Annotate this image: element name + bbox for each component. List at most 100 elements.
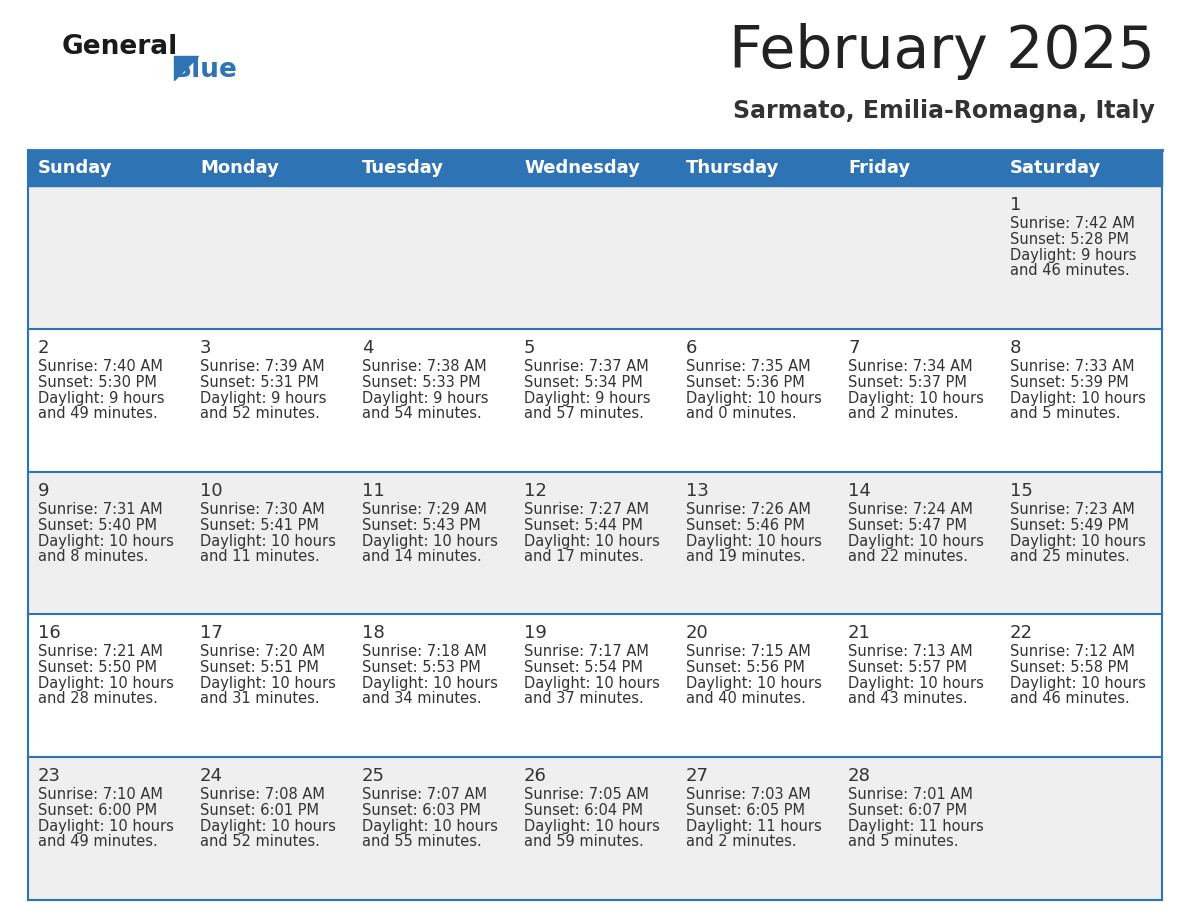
Text: Sunset: 5:57 PM: Sunset: 5:57 PM: [848, 660, 967, 676]
Text: Daylight: 10 hours: Daylight: 10 hours: [848, 677, 984, 691]
Text: Sunset: 5:34 PM: Sunset: 5:34 PM: [524, 375, 643, 390]
Text: 11: 11: [362, 482, 385, 499]
Text: 4: 4: [362, 339, 373, 357]
Text: Friday: Friday: [848, 159, 910, 177]
Text: Daylight: 10 hours: Daylight: 10 hours: [1010, 533, 1146, 549]
Text: Daylight: 10 hours: Daylight: 10 hours: [1010, 391, 1146, 406]
Text: 18: 18: [362, 624, 385, 643]
Text: Daylight: 10 hours: Daylight: 10 hours: [685, 533, 822, 549]
Text: Daylight: 10 hours: Daylight: 10 hours: [38, 819, 173, 834]
Text: 20: 20: [685, 624, 709, 643]
Text: Sunday: Sunday: [38, 159, 113, 177]
Text: 23: 23: [38, 767, 61, 785]
Text: Sunrise: 7:05 AM: Sunrise: 7:05 AM: [524, 788, 649, 802]
Text: 12: 12: [524, 482, 546, 499]
Text: 7: 7: [848, 339, 859, 357]
Text: Monday: Monday: [200, 159, 279, 177]
Text: February 2025: February 2025: [729, 23, 1155, 80]
Text: Daylight: 10 hours: Daylight: 10 hours: [200, 819, 336, 834]
Text: Sunset: 6:07 PM: Sunset: 6:07 PM: [848, 803, 967, 818]
Text: Sunrise: 7:30 AM: Sunrise: 7:30 AM: [200, 501, 324, 517]
Text: and 5 minutes.: and 5 minutes.: [1010, 406, 1120, 420]
Text: and 52 minutes.: and 52 minutes.: [200, 406, 320, 420]
Text: Sunrise: 7:15 AM: Sunrise: 7:15 AM: [685, 644, 810, 659]
Text: Sunset: 5:46 PM: Sunset: 5:46 PM: [685, 518, 805, 532]
Text: Thursday: Thursday: [685, 159, 779, 177]
Text: 5: 5: [524, 339, 536, 357]
Text: 10: 10: [200, 482, 222, 499]
Bar: [29, 614, 1162, 757]
Text: Daylight: 9 hours: Daylight: 9 hours: [200, 391, 327, 406]
Text: and 8 minutes.: and 8 minutes.: [38, 549, 148, 564]
Text: Tuesday: Tuesday: [362, 159, 444, 177]
Text: and 57 minutes.: and 57 minutes.: [524, 406, 644, 420]
Text: Sunrise: 7:39 AM: Sunrise: 7:39 AM: [200, 359, 324, 374]
Text: Daylight: 10 hours: Daylight: 10 hours: [685, 391, 822, 406]
Text: Sunrise: 7:08 AM: Sunrise: 7:08 AM: [200, 788, 324, 802]
Text: 26: 26: [524, 767, 546, 785]
Text: Sunset: 5:30 PM: Sunset: 5:30 PM: [38, 375, 157, 390]
Text: Sunset: 5:28 PM: Sunset: 5:28 PM: [1010, 232, 1129, 247]
Text: Daylight: 10 hours: Daylight: 10 hours: [524, 533, 659, 549]
Text: Sunrise: 7:10 AM: Sunrise: 7:10 AM: [38, 788, 163, 802]
Polygon shape: [173, 56, 198, 80]
Text: 24: 24: [200, 767, 223, 785]
Text: and 22 minutes.: and 22 minutes.: [848, 549, 968, 564]
Text: Daylight: 9 hours: Daylight: 9 hours: [38, 391, 164, 406]
Text: Sunrise: 7:40 AM: Sunrise: 7:40 AM: [38, 359, 163, 374]
Text: and 2 minutes.: and 2 minutes.: [848, 406, 959, 420]
Text: and 34 minutes.: and 34 minutes.: [362, 691, 481, 706]
Text: and 59 minutes.: and 59 minutes.: [524, 834, 644, 849]
Text: 3: 3: [200, 339, 211, 357]
Text: and 49 minutes.: and 49 minutes.: [38, 406, 158, 420]
Text: Sunrise: 7:38 AM: Sunrise: 7:38 AM: [362, 359, 487, 374]
Text: Sunrise: 7:42 AM: Sunrise: 7:42 AM: [1010, 216, 1135, 231]
Text: Sunset: 5:33 PM: Sunset: 5:33 PM: [362, 375, 481, 390]
Text: Sunrise: 7:17 AM: Sunrise: 7:17 AM: [524, 644, 649, 659]
Text: 9: 9: [38, 482, 50, 499]
Text: and 46 minutes.: and 46 minutes.: [1010, 691, 1130, 706]
Text: Daylight: 10 hours: Daylight: 10 hours: [685, 677, 822, 691]
Bar: [29, 186, 1162, 329]
Text: Sunset: 5:51 PM: Sunset: 5:51 PM: [200, 660, 318, 676]
Text: 6: 6: [685, 339, 697, 357]
Text: Sunset: 6:03 PM: Sunset: 6:03 PM: [362, 803, 481, 818]
Text: Sunset: 5:40 PM: Sunset: 5:40 PM: [38, 518, 157, 532]
Bar: [29, 150, 1162, 186]
Text: Daylight: 10 hours: Daylight: 10 hours: [524, 677, 659, 691]
Text: and 2 minutes.: and 2 minutes.: [685, 834, 797, 849]
Text: Daylight: 10 hours: Daylight: 10 hours: [362, 819, 498, 834]
Text: General: General: [62, 34, 178, 60]
Text: Sunrise: 7:20 AM: Sunrise: 7:20 AM: [200, 644, 326, 659]
Text: Daylight: 10 hours: Daylight: 10 hours: [200, 677, 336, 691]
Text: 15: 15: [1010, 482, 1032, 499]
Text: Sunrise: 7:01 AM: Sunrise: 7:01 AM: [848, 788, 973, 802]
Text: Daylight: 10 hours: Daylight: 10 hours: [38, 533, 173, 549]
Text: Sunset: 5:53 PM: Sunset: 5:53 PM: [362, 660, 481, 676]
Text: Daylight: 10 hours: Daylight: 10 hours: [200, 533, 336, 549]
Text: and 43 minutes.: and 43 minutes.: [848, 691, 967, 706]
Text: Sunset: 5:41 PM: Sunset: 5:41 PM: [200, 518, 318, 532]
Text: Sunset: 5:58 PM: Sunset: 5:58 PM: [1010, 660, 1129, 676]
Text: Sunset: 6:05 PM: Sunset: 6:05 PM: [685, 803, 805, 818]
Text: Daylight: 9 hours: Daylight: 9 hours: [1010, 248, 1137, 263]
Text: Sunrise: 7:18 AM: Sunrise: 7:18 AM: [362, 644, 487, 659]
Text: Daylight: 10 hours: Daylight: 10 hours: [1010, 677, 1146, 691]
Bar: [29, 757, 1162, 900]
Text: Saturday: Saturday: [1010, 159, 1101, 177]
Text: and 5 minutes.: and 5 minutes.: [848, 834, 959, 849]
Text: Sunset: 5:43 PM: Sunset: 5:43 PM: [362, 518, 481, 532]
Text: and 46 minutes.: and 46 minutes.: [1010, 263, 1130, 278]
Text: Sunset: 5:49 PM: Sunset: 5:49 PM: [1010, 518, 1129, 532]
Text: and 11 minutes.: and 11 minutes.: [200, 549, 320, 564]
Text: Wednesday: Wednesday: [524, 159, 640, 177]
Text: Sarmato, Emilia-Romagna, Italy: Sarmato, Emilia-Romagna, Italy: [733, 99, 1155, 123]
Text: Sunrise: 7:29 AM: Sunrise: 7:29 AM: [362, 501, 487, 517]
Text: Daylight: 10 hours: Daylight: 10 hours: [848, 533, 984, 549]
Text: Sunset: 6:01 PM: Sunset: 6:01 PM: [200, 803, 320, 818]
Text: and 31 minutes.: and 31 minutes.: [200, 691, 320, 706]
Text: and 40 minutes.: and 40 minutes.: [685, 691, 805, 706]
Text: 13: 13: [685, 482, 709, 499]
Text: 21: 21: [848, 624, 871, 643]
Text: 19: 19: [524, 624, 546, 643]
